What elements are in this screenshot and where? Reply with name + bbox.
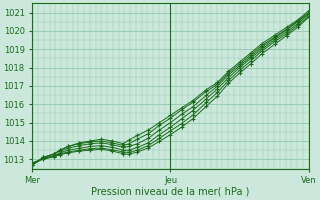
- X-axis label: Pression niveau de la mer( hPa ): Pression niveau de la mer( hPa ): [91, 187, 250, 197]
